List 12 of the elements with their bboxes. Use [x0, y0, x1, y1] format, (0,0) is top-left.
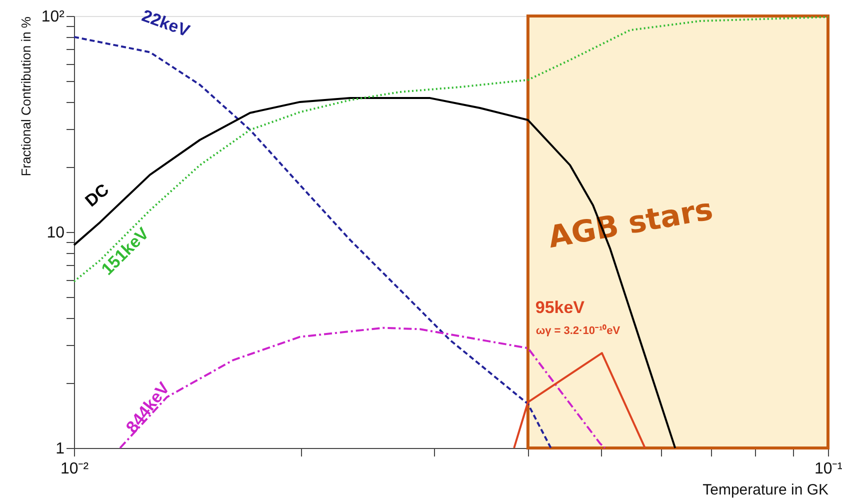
x-tick-label: 10⁻²	[60, 460, 90, 478]
x-axis-title: Temperature in GK	[702, 482, 828, 498]
y-axis-title: Fractional Contribution in %	[18, 16, 34, 176]
x-tick-label: 10⁻¹	[814, 460, 842, 478]
text: DC	[82, 180, 113, 211]
y-tick-label: 10²	[41, 8, 66, 26]
y-tick-label: 10	[46, 224, 65, 242]
text: 22keV	[139, 6, 193, 41]
band-label: AGB stars	[546, 192, 716, 256]
y-tick-label: 1	[56, 440, 65, 458]
text: 95keV	[535, 298, 586, 318]
annotation: ωγ = 3.2·10⁻¹⁰eV	[536, 324, 621, 338]
